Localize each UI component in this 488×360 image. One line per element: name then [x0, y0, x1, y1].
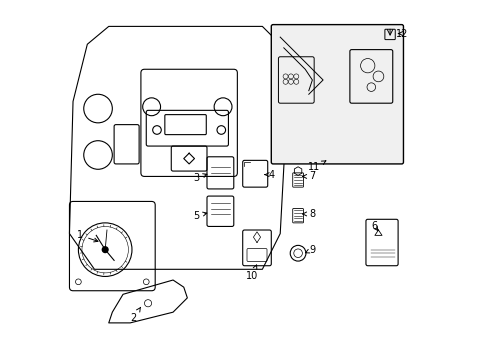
Text: 10: 10: [245, 265, 257, 282]
Text: 4: 4: [264, 170, 274, 180]
Text: 12: 12: [395, 28, 407, 39]
Text: 7: 7: [302, 171, 315, 181]
Text: 11: 11: [307, 161, 325, 172]
Text: 2: 2: [130, 307, 140, 323]
Text: 3: 3: [193, 173, 206, 183]
Text: 9: 9: [305, 245, 315, 255]
FancyBboxPatch shape: [271, 24, 403, 164]
Circle shape: [102, 247, 108, 252]
Text: 8: 8: [302, 209, 315, 219]
Text: 1: 1: [77, 230, 98, 242]
Text: 6: 6: [371, 221, 377, 231]
Text: 5: 5: [193, 211, 206, 221]
